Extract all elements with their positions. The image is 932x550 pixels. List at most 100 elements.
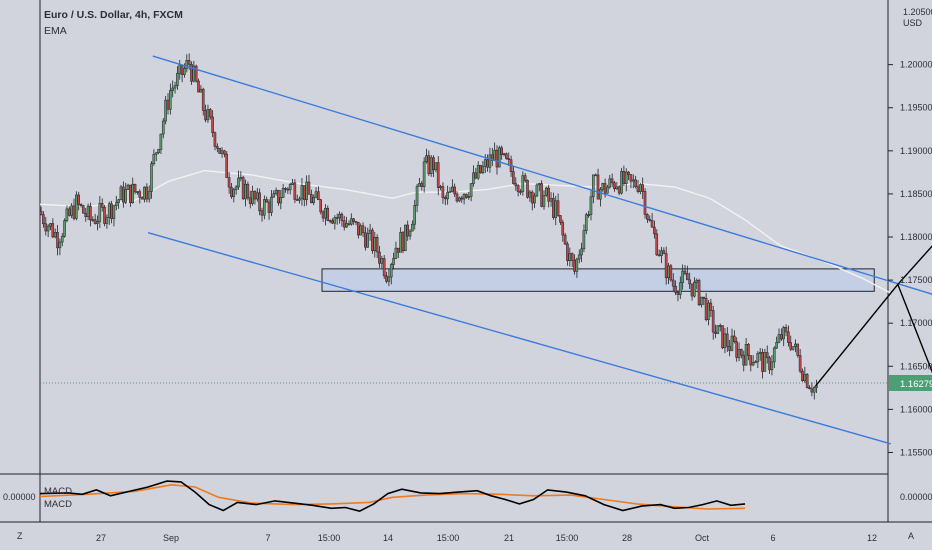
- candle: [756, 353, 760, 363]
- candle: [784, 327, 788, 333]
- candle: [98, 203, 102, 222]
- candle: [608, 178, 612, 188]
- candle: [436, 162, 440, 188]
- candle: [84, 212, 88, 217]
- candle: [413, 205, 416, 225]
- candle: [169, 90, 172, 110]
- candle: [629, 174, 633, 182]
- candle: [70, 205, 73, 216]
- time-tick-label: 7: [265, 533, 270, 543]
- candle: [549, 198, 553, 202]
- price-tick-label: 1.16000: [900, 404, 932, 414]
- candle: [744, 344, 748, 366]
- candle: [44, 223, 48, 232]
- candle: [159, 133, 163, 150]
- candle: [150, 163, 153, 192]
- candle: [711, 310, 715, 333]
- candle: [373, 237, 377, 251]
- candle: [225, 153, 228, 178]
- candle: [331, 220, 334, 224]
- candle: [594, 174, 597, 177]
- candle: [67, 208, 71, 216]
- candle: [75, 194, 78, 219]
- candle: [49, 223, 52, 227]
- candle: [747, 344, 750, 356]
- candle: [107, 203, 111, 218]
- ema-line: [39, 169, 892, 294]
- corner-right-label[interactable]: A: [908, 531, 914, 541]
- candle: [634, 179, 637, 188]
- corner-left-label[interactable]: Z: [17, 531, 23, 541]
- candle: [173, 85, 177, 89]
- candle: [662, 250, 666, 254]
- candle: [157, 149, 160, 154]
- channel-lower-line[interactable]: [147, 232, 891, 445]
- candle: [465, 193, 468, 198]
- candle: [686, 273, 689, 281]
- channel-upper-line[interactable]: [152, 55, 932, 306]
- time-tick-label: Sep: [163, 533, 179, 543]
- candle: [185, 60, 189, 69]
- candle: [89, 205, 92, 221]
- candle: [521, 175, 525, 192]
- candle: [812, 387, 816, 393]
- macd-zero-right-label: 0.00000: [900, 492, 932, 502]
- candle: [286, 188, 290, 191]
- candle: [241, 177, 245, 200]
- candle: [728, 345, 731, 351]
- candle: [96, 221, 99, 224]
- candle: [458, 197, 461, 202]
- candle: [702, 296, 706, 299]
- candle: [709, 302, 713, 311]
- macd-signal-legend[interactable]: MACD: [44, 499, 72, 510]
- candle: [295, 199, 299, 201]
- candle: [453, 186, 456, 195]
- candle: [716, 325, 720, 334]
- candle: [279, 197, 283, 204]
- macd-legend[interactable]: MACD: [44, 486, 72, 497]
- price-tick-label: 1.17000: [900, 318, 932, 328]
- candle: [801, 370, 804, 381]
- candle: [361, 225, 365, 234]
- projection-down-arrow[interactable]: [897, 284, 932, 445]
- candle: [324, 207, 327, 219]
- candle: [777, 334, 781, 343]
- candle: [39, 210, 43, 215]
- candle: [519, 191, 522, 193]
- candle: [53, 232, 57, 238]
- candle: [385, 275, 388, 282]
- candle: [420, 183, 424, 187]
- candle: [418, 183, 421, 187]
- candle: [251, 190, 254, 204]
- candle: [780, 334, 783, 340]
- candle: [103, 207, 106, 224]
- candle: [406, 224, 409, 237]
- candle: [42, 214, 45, 225]
- candle: [441, 186, 445, 198]
- candle: [342, 220, 346, 228]
- candle: [213, 132, 217, 147]
- candle: [721, 325, 724, 349]
- time-tick-label: 15:00: [437, 533, 460, 543]
- demand-zone-rectangle[interactable]: [321, 268, 875, 292]
- candle: [808, 387, 811, 390]
- time-tick-label: 27: [96, 533, 106, 543]
- candle: [768, 357, 771, 371]
- candle: [479, 165, 482, 174]
- candle: [171, 87, 174, 91]
- symbol-title[interactable]: Euro / U.S. Dollar, 4h, FXCM: [44, 9, 183, 21]
- candle: [422, 161, 426, 187]
- candle: [248, 197, 252, 204]
- candle: [582, 230, 586, 250]
- candle: [63, 220, 66, 237]
- candle: [523, 175, 527, 181]
- candle: [486, 159, 489, 168]
- candle: [220, 150, 224, 154]
- candle: [204, 110, 207, 121]
- candle: [639, 184, 642, 192]
- candle: [164, 99, 167, 122]
- candle: [328, 220, 332, 222]
- candle: [321, 211, 325, 219]
- ema-legend[interactable]: EMA: [44, 25, 67, 37]
